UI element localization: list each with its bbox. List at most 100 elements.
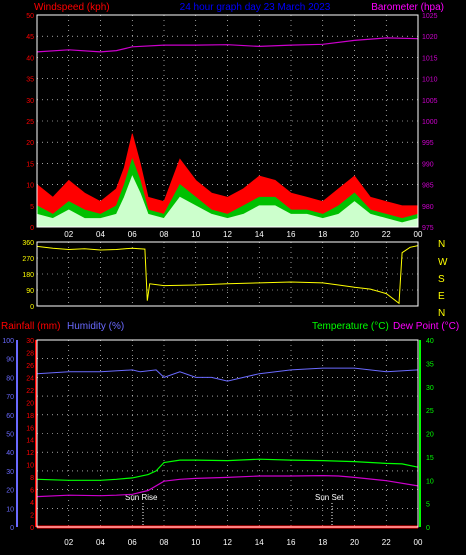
y-tick-label-rainfall: 14 xyxy=(26,438,34,445)
x-tick-label: 16 xyxy=(287,230,296,239)
x-tick-label: 16 xyxy=(287,538,296,547)
y-tick-label-barometer: 975 xyxy=(422,225,434,232)
y-tick-label-humidity: 60 xyxy=(6,413,14,420)
y-tick-label-rainfall: 6 xyxy=(30,488,34,495)
sunset-label: Sun Set xyxy=(315,493,344,502)
dewpoint-line xyxy=(36,474,419,498)
y-tick-label-windspeed: 35 xyxy=(26,77,34,84)
y-tick-label-barometer: 1020 xyxy=(422,34,438,41)
y-tick-label-humidity: 80 xyxy=(6,375,14,382)
compass-letter-e: E xyxy=(438,291,445,302)
y-tick-label-humidity: 10 xyxy=(6,506,14,513)
y-tick-label-barometer: 1000 xyxy=(422,119,438,126)
y-tick-label-barometer: 990 xyxy=(422,161,434,168)
y-tick-label-barometer: 1015 xyxy=(422,55,438,62)
x-tick-label: 06 xyxy=(128,538,137,547)
y-tick-label-direction: 180 xyxy=(22,272,34,279)
panel-frame-temperature xyxy=(36,339,419,528)
y-tick-label-direction: 270 xyxy=(22,256,34,263)
y-tick-label-direction: 90 xyxy=(26,288,34,295)
y-tick-label-humidity: 30 xyxy=(6,469,14,476)
x-tick-label: 18 xyxy=(318,538,327,547)
y-tick-label-barometer: 1005 xyxy=(422,98,438,105)
x-tick-label: 10 xyxy=(191,230,200,239)
x-tick-label: 22 xyxy=(382,538,391,547)
y-tick-label-rainfall: 2 xyxy=(30,513,34,520)
y-tick-label-windspeed: 0 xyxy=(30,225,34,232)
y-tick-label-rainfall: 28 xyxy=(26,350,34,357)
y-tick-label-rainfall: 12 xyxy=(26,450,34,457)
y-tick-label-rainfall: 24 xyxy=(26,375,34,382)
x-tick-label: 12 xyxy=(223,538,232,547)
x-tick-label: 20 xyxy=(350,538,359,547)
y-tick-label-windspeed: 5 xyxy=(30,204,34,211)
y-tick-label-barometer: 1025 xyxy=(422,13,438,20)
panel-frame-direction xyxy=(36,241,419,307)
humidity-line xyxy=(36,367,419,382)
compass-letter-n-top: N xyxy=(438,239,445,250)
x-tick-label: 04 xyxy=(96,230,105,239)
y-tick-label-rainfall: 8 xyxy=(30,475,34,482)
y-tick-label-humidity: 50 xyxy=(6,432,14,439)
wind-direction-line xyxy=(36,245,419,305)
x-tick-label: 08 xyxy=(160,538,169,547)
y-tick-label-rainfall: 0 xyxy=(30,525,34,532)
x-tick-label: 02 xyxy=(64,230,73,239)
y-tick-label-humidity: 20 xyxy=(6,488,14,495)
rainfall-axis-label: Rainfall (mm) xyxy=(1,321,60,332)
temperature-line xyxy=(36,458,419,481)
x-tick-label: 20 xyxy=(350,230,359,239)
dewpoint-axis-label: Dew Point (°C) xyxy=(393,321,459,332)
y-tick-label-windspeed: 30 xyxy=(26,98,34,105)
y-tick-label-rainfall: 4 xyxy=(30,500,34,507)
y-tick-label-temperature: 0 xyxy=(426,525,430,532)
x-tick-label: 22 xyxy=(382,230,391,239)
y-tick-label-humidity: 100 xyxy=(2,338,14,345)
x-tick-label: 14 xyxy=(255,230,264,239)
y-tick-label-temperature: 40 xyxy=(426,338,434,345)
x-tick-label: 00 xyxy=(414,230,423,239)
y-tick-label-temperature: 15 xyxy=(426,455,434,462)
x-tick-label: 12 xyxy=(223,230,232,239)
x-tick-label: 02 xyxy=(64,538,73,547)
y-tick-label-temperature: 20 xyxy=(426,432,434,439)
barometer-line xyxy=(36,37,419,53)
x-tick-label: 06 xyxy=(128,230,137,239)
y-tick-label-windspeed: 15 xyxy=(26,161,34,168)
y-tick-label-humidity: 0 xyxy=(10,525,14,532)
x-tick-label: 14 xyxy=(255,538,264,547)
y-tick-label-rainfall: 18 xyxy=(26,413,34,420)
windspeed-axis-label: Windspeed (kph) xyxy=(34,2,110,13)
y-tick-label-rainfall: 10 xyxy=(26,463,34,470)
y-tick-label-windspeed: 25 xyxy=(26,119,34,126)
wind-speed-area xyxy=(36,175,419,228)
y-tick-label-temperature: 30 xyxy=(426,385,434,392)
x-tick-label: 10 xyxy=(191,538,200,547)
y-tick-label-rainfall: 20 xyxy=(26,400,34,407)
y-tick-label-barometer: 995 xyxy=(422,140,434,147)
chart-title: 24 hour graph day 23 March 2023 xyxy=(180,2,331,13)
panel-frame-wind xyxy=(36,14,419,228)
y-tick-label-windspeed: 45 xyxy=(26,34,34,41)
y-tick-label-rainfall: 22 xyxy=(26,388,34,395)
y-tick-label-temperature: 25 xyxy=(426,408,434,415)
y-tick-label-windspeed: 50 xyxy=(26,13,34,20)
x-tick-label: 00 xyxy=(414,538,423,547)
x-tick-label: 18 xyxy=(318,230,327,239)
humidity-axis-label: Humidity (%) xyxy=(67,321,124,332)
compass-letter-s: S xyxy=(438,274,445,285)
y-tick-label-barometer: 1010 xyxy=(422,77,438,84)
y-tick-label-temperature: 10 xyxy=(426,478,434,485)
y-tick-label-barometer: 985 xyxy=(422,183,434,190)
compass-letter-w: W xyxy=(438,257,448,268)
y-tick-label-humidity: 40 xyxy=(6,450,14,457)
y-tick-label-direction: 0 xyxy=(30,304,34,311)
x-tick-label: 08 xyxy=(160,230,169,239)
y-tick-label-windspeed: 40 xyxy=(26,55,34,62)
y-tick-label-rainfall: 26 xyxy=(26,363,34,370)
barometer-axis-label: Barometer (hpa) xyxy=(371,2,444,13)
y-tick-label-temperature: 5 xyxy=(426,502,430,509)
sunrise-label: Sun Rise xyxy=(125,493,158,502)
